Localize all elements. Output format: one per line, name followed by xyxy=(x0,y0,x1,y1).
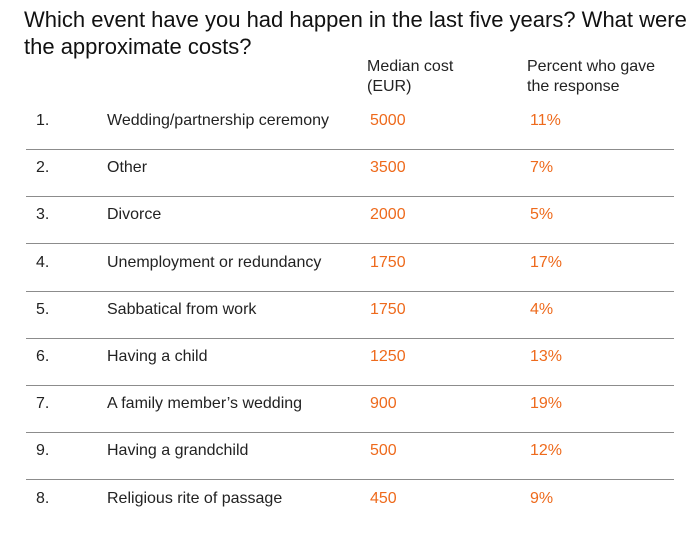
row-event-label: Divorce xyxy=(107,206,162,224)
median-cost-header-line2: (EUR) xyxy=(367,78,412,95)
median-cost-header: Median cost (EUR) xyxy=(367,57,453,97)
row-percent: 12% xyxy=(530,442,563,460)
table-row: 3. Divorce 2000 5% xyxy=(0,205,700,252)
row-median-cost: 900 xyxy=(370,395,397,413)
row-divider xyxy=(26,385,674,386)
row-event-label: Other xyxy=(107,159,148,177)
row-event-label: Sabbatical from work xyxy=(107,300,257,318)
table-row: 1. Wedding/partnership ceremony 5000 11% xyxy=(0,111,700,158)
percent-header-line2: the response xyxy=(527,78,620,95)
row-rank: 1. xyxy=(36,112,50,129)
row-rank: 4. xyxy=(36,253,50,271)
row-event-label: A family member’s wedding xyxy=(107,395,303,413)
row-rank: 9. xyxy=(36,442,50,460)
row-event-label: Wedding/partnership ceremony xyxy=(107,112,330,129)
table-row: 2. Other 3500 7% xyxy=(0,158,700,205)
row-percent: 4% xyxy=(530,300,554,318)
row-event-label: Unemployment or redundancy xyxy=(107,253,322,271)
row-median-cost: 2000 xyxy=(370,206,406,224)
median-cost-header-line1: Median cost xyxy=(367,58,454,75)
table-row: 4. Unemployment or redundancy 1750 17% xyxy=(0,253,700,300)
row-divider xyxy=(26,290,674,292)
row-rank: 5. xyxy=(36,300,50,318)
row-event-label: Religious rite of passage xyxy=(107,489,283,507)
row-percent: 9% xyxy=(530,489,554,507)
table-row: 7. A family member’s wedding 900 19% xyxy=(0,394,700,441)
chart-title: Which event have you had happen in the l… xyxy=(24,7,687,59)
table-row: 6. Having a child 1250 13% xyxy=(0,347,700,394)
row-median-cost: 500 xyxy=(370,442,397,460)
row-percent: 11% xyxy=(530,112,561,129)
table-row: 5. Sabbatical from work 1750 4% xyxy=(0,300,700,347)
row-divider xyxy=(26,149,674,150)
row-divider xyxy=(26,243,674,245)
row-median-cost: 3500 xyxy=(370,159,406,177)
row-percent: 13% xyxy=(530,348,563,365)
row-median-cost: 1750 xyxy=(370,253,406,271)
row-divider xyxy=(26,196,674,198)
table-row: 9. Having a grandchild 500 12% xyxy=(0,441,700,488)
row-rank: 6. xyxy=(36,348,50,365)
row-percent: 17% xyxy=(530,253,563,271)
row-divider xyxy=(26,479,674,481)
row-divider xyxy=(26,432,674,434)
row-rank: 2. xyxy=(36,159,50,177)
percent-header-line1: Percent who gave xyxy=(527,58,656,75)
row-median-cost: 5000 xyxy=(370,112,406,129)
percent-header: Percent who gave the response xyxy=(527,57,655,97)
row-event-label: Having a grandchild xyxy=(107,442,249,460)
row-rank: 3. xyxy=(36,206,50,224)
row-rank: 8. xyxy=(36,489,50,507)
row-rank: 7. xyxy=(36,395,50,413)
row-event-label: Having a child xyxy=(107,348,208,365)
table-row: 8. Religious rite of passage 450 9% xyxy=(0,489,700,536)
row-percent: 7% xyxy=(530,159,554,177)
row-median-cost: 1250 xyxy=(370,348,406,365)
row-percent: 19% xyxy=(530,395,563,413)
row-divider xyxy=(26,337,674,339)
row-percent: 5% xyxy=(530,206,554,224)
row-median-cost: 450 xyxy=(370,489,397,507)
row-median-cost: 1750 xyxy=(370,300,406,318)
